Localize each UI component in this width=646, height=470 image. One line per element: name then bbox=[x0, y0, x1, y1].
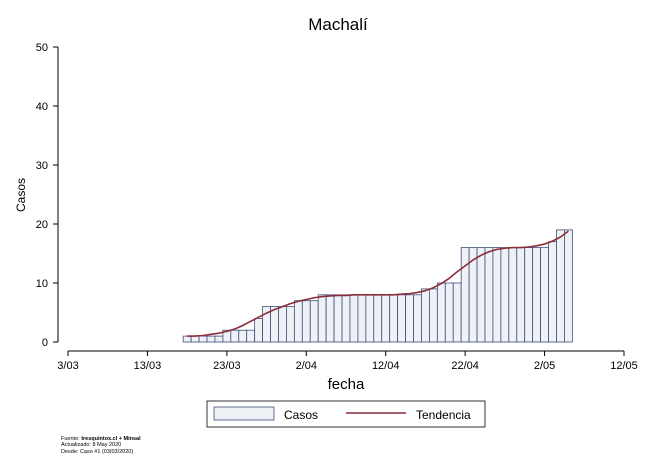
x-tick-label: 2/04 bbox=[296, 360, 317, 372]
bar bbox=[317, 294, 327, 343]
bar bbox=[349, 294, 359, 343]
footer-notes: Fuente: tresquintos.cl + Minsal Actualiz… bbox=[61, 436, 141, 455]
footer-source: Fuente: tresquintos.cl + Minsal bbox=[61, 436, 141, 442]
y-tick-label: 30 bbox=[36, 160, 48, 172]
bar bbox=[405, 294, 414, 343]
bar bbox=[548, 241, 557, 343]
x-tick-label: 12/04 bbox=[372, 360, 400, 372]
bar bbox=[325, 294, 335, 343]
bar bbox=[389, 294, 399, 343]
bar bbox=[492, 247, 502, 343]
bar bbox=[246, 329, 256, 343]
bar bbox=[476, 247, 486, 343]
bar bbox=[190, 335, 200, 343]
bar bbox=[365, 294, 375, 343]
bar bbox=[230, 329, 240, 343]
bar bbox=[206, 335, 216, 343]
bar bbox=[293, 300, 303, 343]
x-tick-label: 22/04 bbox=[451, 360, 479, 372]
bar bbox=[444, 282, 454, 343]
chart-title: Machalí bbox=[308, 15, 368, 34]
bar bbox=[556, 229, 565, 343]
legend-label-casos: Casos bbox=[284, 408, 318, 422]
legend-label-tendencia: Tendencia bbox=[416, 408, 471, 422]
bar bbox=[532, 247, 542, 343]
bar bbox=[460, 247, 470, 343]
bar bbox=[301, 300, 311, 343]
bar bbox=[198, 335, 208, 343]
x-tick-label: 3/03 bbox=[57, 360, 78, 372]
footer-since: Desde: Caso #1 (03/03/2020) bbox=[61, 448, 134, 455]
bar bbox=[214, 335, 224, 343]
bar bbox=[333, 294, 343, 343]
bar bbox=[397, 294, 406, 343]
bar bbox=[452, 282, 462, 343]
x-tick-label: 23/03 bbox=[213, 360, 241, 372]
bar bbox=[238, 329, 248, 343]
x-tick-label: 13/03 bbox=[134, 360, 162, 372]
bar bbox=[484, 247, 494, 343]
bar bbox=[286, 306, 295, 343]
x-tick-label: 2/05 bbox=[534, 360, 555, 372]
bar bbox=[254, 317, 264, 343]
y-tick-label: 50 bbox=[36, 42, 48, 54]
bar bbox=[508, 247, 518, 343]
bar bbox=[278, 306, 287, 343]
bar bbox=[436, 282, 446, 343]
legend-swatch-casos bbox=[213, 406, 275, 421]
bar bbox=[341, 294, 351, 343]
y-axis-label: Casos bbox=[14, 178, 28, 212]
y-tick-label: 40 bbox=[36, 101, 48, 113]
bar bbox=[270, 306, 279, 343]
bar bbox=[381, 294, 391, 343]
y-tick-label: 20 bbox=[36, 219, 48, 231]
bar bbox=[309, 300, 319, 343]
x-axis-label: fecha bbox=[328, 376, 365, 393]
bar bbox=[373, 294, 383, 343]
bar bbox=[421, 288, 430, 343]
bar bbox=[413, 294, 422, 343]
bar bbox=[516, 247, 526, 343]
bar bbox=[182, 335, 192, 343]
y-tick-label: 0 bbox=[42, 337, 48, 349]
bar bbox=[500, 247, 510, 343]
x-tick-label: 12/05 bbox=[610, 360, 638, 372]
bar bbox=[564, 229, 573, 343]
bar bbox=[540, 247, 549, 343]
footer-updated: Actualizado: 8 May 2020 bbox=[61, 442, 122, 449]
legend: Casos Tendencia bbox=[206, 400, 486, 428]
trend-line bbox=[187, 230, 569, 337]
bar bbox=[357, 294, 367, 343]
bar bbox=[428, 288, 438, 343]
plot-area: 0 10 20 30 40 50 3/03 13/03 23/03 2/04 12/04 22/04 2… bbox=[36, 42, 638, 372]
y-tick-label: 10 bbox=[36, 278, 48, 290]
bar bbox=[524, 247, 534, 343]
